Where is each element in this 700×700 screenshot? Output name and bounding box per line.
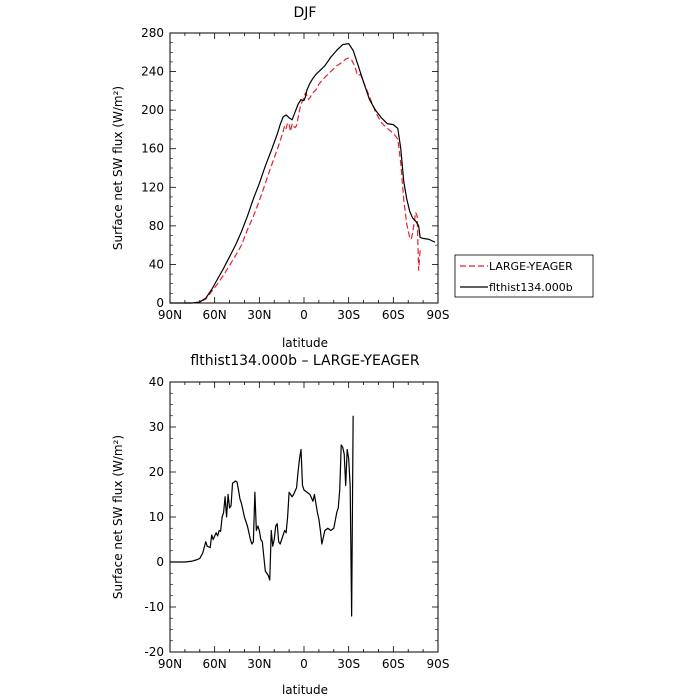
top-x-axis-label: latitude — [282, 336, 328, 350]
top-series-line-0 — [184, 57, 421, 304]
bottom-axis-ticks: 90N 60N 30N 0 30S 60S 90S -20 -10 0 10 20 30 40 — [144, 375, 449, 671]
top-x-tick-label: 0 — [300, 308, 308, 322]
top-plot-frame — [169, 32, 439, 304]
bottom-x-tick-label: 30S — [337, 657, 360, 671]
top-y-tick-label: 0 — [156, 296, 164, 310]
bottom-series-line-0 — [170, 415, 354, 617]
top-y-tick-label: 240 — [141, 65, 164, 79]
top-panel: DJF Surface net SW flux (W/m²) latitude … — [111, 5, 449, 350]
bottom-plot-frame — [169, 381, 439, 653]
top-y-axis-label: Surface net SW flux (W/m²) — [111, 86, 125, 250]
bottom-panel: flthist134.000b – LARGE-YEAGER Surface n… — [111, 353, 449, 697]
legend-label-large-yeager: LARGE-YEAGER — [489, 260, 573, 273]
top-axis-ticks: 90N 60N 30N 0 30S 60S 90S 0 40 80 120 160 200 240 280 — [141, 26, 449, 322]
top-y-tick-label: 280 — [141, 26, 164, 40]
top-series-line-1 — [170, 43, 436, 304]
top-y-tick-label: 40 — [149, 257, 164, 271]
bottom-y-tick-label: -10 — [144, 600, 164, 614]
bottom-x-tick-label: 90N — [158, 657, 182, 671]
bottom-series-group — [170, 415, 354, 617]
bottom-y-tick-label: 10 — [149, 510, 164, 524]
legend: LARGE-YEAGER flthist134.000b — [454, 254, 594, 298]
legend-label-flthist: flthist134.000b — [489, 281, 573, 294]
bottom-y-tick-label: 20 — [149, 465, 164, 479]
legend-box — [454, 254, 594, 298]
top-x-tick-label: 30S — [337, 308, 360, 322]
bottom-x-tick-label: 60N — [203, 657, 227, 671]
top-x-tick-label: 90S — [427, 308, 450, 322]
top-y-tick-label: 80 — [149, 219, 164, 233]
top-x-tick-label: 30N — [247, 308, 271, 322]
top-series-group — [170, 43, 436, 304]
top-x-tick-label: 60N — [203, 308, 227, 322]
bottom-y-tick-label: -20 — [144, 645, 164, 659]
top-x-tick-label: 60S — [382, 308, 405, 322]
bottom-x-tick-label: 30N — [247, 657, 271, 671]
bottom-y-tick-label: 40 — [149, 375, 164, 389]
top-chart-title: DJF — [294, 5, 317, 21]
bottom-chart-title: flthist134.000b – LARGE-YEAGER — [190, 353, 419, 369]
bottom-y-axis-label: Surface net SW flux (W/m²) — [111, 435, 125, 599]
bottom-x-tick-label: 60S — [382, 657, 405, 671]
top-x-tick-label: 90N — [158, 308, 182, 322]
bottom-x-tick-label: 0 — [300, 657, 308, 671]
top-y-tick-label: 160 — [141, 142, 164, 156]
top-y-tick-label: 120 — [141, 180, 164, 194]
bottom-y-tick-label: 30 — [149, 420, 164, 434]
bottom-y-tick-label: 0 — [156, 555, 164, 569]
top-y-tick-label: 200 — [141, 103, 164, 117]
bottom-x-tick-label: 90S — [427, 657, 450, 671]
bottom-x-axis-label: latitude — [282, 683, 328, 697]
